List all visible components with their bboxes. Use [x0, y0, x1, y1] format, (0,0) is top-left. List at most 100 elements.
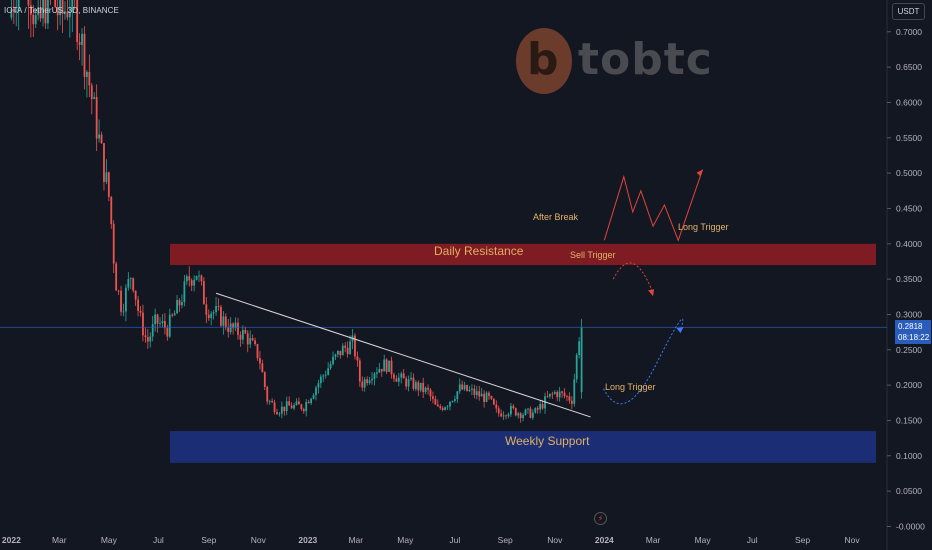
candle [534, 408, 537, 413]
candle [505, 415, 507, 417]
candle [575, 354, 578, 380]
candle [115, 263, 118, 291]
candle [405, 378, 408, 387]
candle [546, 396, 549, 398]
candle [393, 374, 395, 379]
candle [383, 359, 386, 372]
candle [432, 396, 434, 400]
x-tick-label: May [101, 535, 118, 545]
candle [156, 314, 159, 324]
candle [222, 316, 225, 326]
currency-button[interactable]: USDT [892, 3, 925, 20]
candle [146, 337, 149, 342]
candle [449, 401, 451, 407]
candle [68, 11, 71, 18]
candle [285, 401, 288, 412]
y-tick-label: 0.2500 [896, 345, 922, 355]
candle [122, 311, 125, 313]
candle [446, 406, 449, 408]
tobtc-watermark: b tobtc [516, 28, 712, 98]
candle [83, 33, 86, 77]
lightning-icon[interactable]: ⚡ [594, 512, 607, 525]
y-tick-label: 0.2000 [896, 380, 922, 390]
candle [154, 314, 157, 325]
candle [307, 401, 310, 404]
candle [375, 372, 378, 374]
candle [183, 281, 186, 303]
candle [202, 281, 205, 305]
candle [480, 393, 483, 397]
candle [198, 275, 200, 277]
candle [458, 384, 461, 392]
candle [422, 382, 425, 392]
candle [568, 396, 571, 401]
candle [107, 172, 110, 197]
candle [185, 276, 188, 282]
candle [168, 314, 171, 337]
candle [475, 391, 478, 395]
tobtc-logo-mark: b [527, 34, 559, 85]
candle [578, 341, 581, 355]
candle [259, 358, 261, 364]
candle-countdown: 08:18:22 [898, 333, 930, 342]
candle [86, 71, 88, 77]
candle [566, 396, 568, 397]
candle [293, 404, 295, 409]
candle [112, 223, 115, 264]
y-axis[interactable]: 0.7000 0.6500 0.6000 0.5500 0.5000 0.4500 0.40… [887, 27, 925, 532]
candle [176, 300, 178, 314]
candle [473, 388, 476, 395]
candle [15, 11, 18, 13]
candle [324, 374, 327, 376]
candle [268, 400, 271, 402]
x-tick-label: Nov [845, 535, 861, 545]
candle [580, 327, 583, 393]
candle [436, 404, 439, 407]
candle [232, 323, 235, 329]
daily-resistance-label: Daily Resistance [434, 244, 524, 258]
candle [295, 401, 298, 405]
y-tick-label: 0.6500 [896, 62, 922, 72]
candle [356, 356, 359, 361]
candle [346, 347, 349, 355]
candle [468, 389, 471, 391]
candle [561, 391, 563, 393]
candle [434, 399, 437, 405]
candle [373, 373, 376, 379]
candle [344, 345, 347, 348]
tobtc-logo-icon [516, 28, 572, 94]
candle [329, 363, 332, 369]
candle [93, 97, 96, 99]
candle [378, 368, 381, 373]
candle [212, 312, 215, 314]
candle [78, 41, 81, 45]
candle [371, 378, 373, 381]
candle [207, 314, 210, 319]
candle [241, 329, 244, 340]
candle [263, 372, 266, 388]
weekly-support-label: Weekly Support [505, 434, 590, 448]
after-break-path [603, 169, 704, 242]
candle [453, 399, 456, 401]
candle [47, 0, 49, 24]
candle [439, 406, 442, 409]
y-tick-label: -0.0000 [896, 521, 925, 531]
candle [553, 392, 556, 394]
candle [137, 299, 139, 311]
x-axis[interactable]: 2022 Mar May Jul Sep Nov 2023 Mar May Jul Sep Nov 20… [2, 535, 860, 545]
candle [485, 392, 488, 402]
candle [410, 377, 412, 380]
candle [388, 360, 390, 372]
candle [539, 403, 542, 410]
candle [205, 304, 208, 315]
candle [563, 392, 566, 397]
candle [319, 376, 322, 384]
candle [380, 368, 383, 372]
sell-trigger-label: Sell Trigger [570, 250, 616, 260]
candle [200, 275, 203, 282]
candle [125, 287, 127, 312]
candle [483, 393, 486, 402]
candle [193, 279, 196, 286]
candle [29, 5, 32, 15]
